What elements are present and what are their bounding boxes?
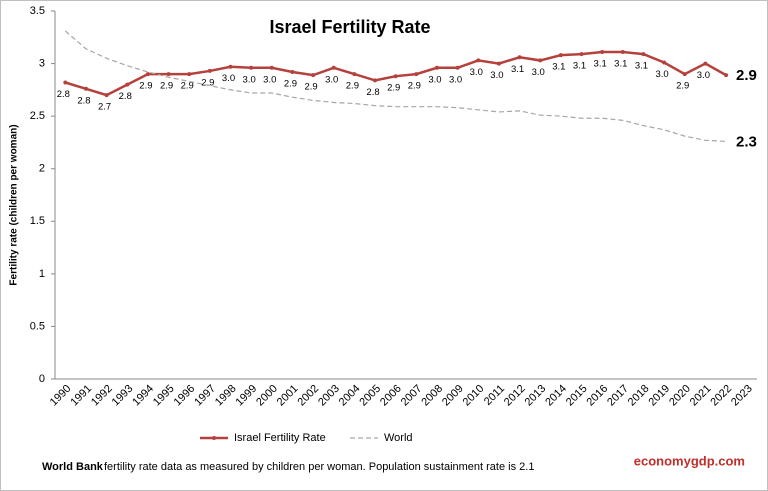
data-label: 3.0 xyxy=(655,69,668,80)
legend-label: World xyxy=(384,432,413,444)
data-label: 2.8 xyxy=(366,87,379,98)
y-tick-label: 3 xyxy=(39,57,45,69)
data-label: 2.9 xyxy=(284,78,297,89)
data-label: 2.7 xyxy=(98,102,111,113)
point xyxy=(579,52,584,57)
data-label: 3.1 xyxy=(635,61,648,72)
data-label: 2.8 xyxy=(77,95,90,106)
point xyxy=(641,52,646,57)
data-label: 2.9 xyxy=(408,81,421,92)
point xyxy=(290,69,295,74)
end-label: 2.9 xyxy=(736,67,757,84)
data-label: 3.0 xyxy=(697,70,710,81)
data-label: 3.0 xyxy=(263,74,276,85)
data-label: 2.9 xyxy=(181,81,194,92)
data-label: 2.9 xyxy=(676,81,689,92)
data-label: 2.9 xyxy=(160,81,173,92)
y-tick-label: 2 xyxy=(39,163,45,175)
data-label: 2.8 xyxy=(57,89,70,100)
point xyxy=(145,72,150,77)
point xyxy=(538,58,543,63)
point xyxy=(662,60,667,65)
point xyxy=(682,72,687,77)
point xyxy=(496,61,501,66)
data-label: 2.8 xyxy=(119,91,132,102)
point xyxy=(558,53,563,58)
point xyxy=(517,55,522,60)
point xyxy=(125,82,130,87)
y-tick-label: 3.5 xyxy=(30,5,45,17)
point xyxy=(63,80,68,85)
y-tick-label: 0 xyxy=(39,373,45,385)
point xyxy=(311,73,316,78)
data-label: 3.0 xyxy=(325,74,338,85)
data-label: 3.1 xyxy=(614,59,627,70)
data-label: 3.1 xyxy=(552,62,565,73)
point xyxy=(166,72,171,77)
point xyxy=(373,78,378,83)
data-label: 3.1 xyxy=(594,59,607,70)
data-label: 3.0 xyxy=(490,70,503,81)
data-label: 2.9 xyxy=(304,82,317,93)
data-label: 2.9 xyxy=(139,81,152,92)
point xyxy=(393,74,398,79)
point xyxy=(724,73,729,78)
footnote-source: World Bank xyxy=(42,461,104,473)
data-label: 3.0 xyxy=(428,74,441,85)
point xyxy=(620,50,625,55)
brand: economygdp.com xyxy=(634,453,745,468)
point xyxy=(207,68,212,73)
data-label: 3.0 xyxy=(470,67,483,78)
legend-label: Israel Fertility Rate xyxy=(234,432,326,444)
series-line xyxy=(64,30,727,142)
y-tick-label: 2.5 xyxy=(30,110,45,122)
y-tick-label: 1 xyxy=(39,268,45,280)
point xyxy=(228,64,233,69)
data-label: 3.1 xyxy=(511,64,524,75)
point xyxy=(414,72,419,77)
data-label: 3.0 xyxy=(222,73,235,84)
y-tick-label: 1.5 xyxy=(30,215,45,227)
data-label: 3.0 xyxy=(532,67,545,78)
point xyxy=(352,72,357,77)
data-label: 3.0 xyxy=(243,74,256,85)
data-label: 3.1 xyxy=(573,61,586,72)
data-label: 2.9 xyxy=(346,81,359,92)
legend-marker xyxy=(212,436,216,440)
chart-title: Israel Fertility Rate xyxy=(269,17,430,37)
point xyxy=(187,72,192,77)
end-label: 2.3 xyxy=(736,133,757,150)
y-tick-label: 0.5 xyxy=(30,320,45,332)
point xyxy=(703,61,708,66)
point xyxy=(476,58,481,63)
point xyxy=(600,50,605,55)
data-label: 3.0 xyxy=(449,74,462,85)
point xyxy=(249,65,254,70)
point xyxy=(269,65,274,70)
data-label: 2.9 xyxy=(387,83,400,94)
point xyxy=(434,65,439,70)
point xyxy=(83,86,88,91)
point xyxy=(331,65,336,70)
footnote-text: fertility rate data as measured by child… xyxy=(104,461,534,473)
point xyxy=(104,93,109,98)
data-label: 2.9 xyxy=(201,77,214,88)
y-axis-label: Fertility rate (children per woman) xyxy=(9,124,20,285)
point xyxy=(455,65,460,70)
